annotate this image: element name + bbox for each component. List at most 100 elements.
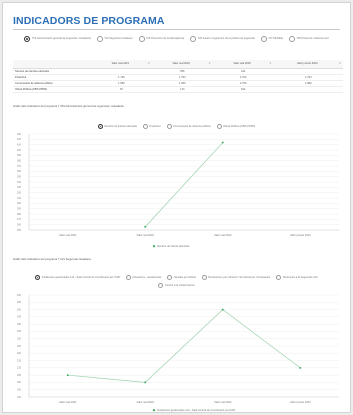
program-selector: 751 Administració general de seguretat i… <box>13 34 340 43</box>
chart1-y-tick-label: 260 <box>17 223 22 226</box>
program-radio-label: 727 Mobilitat <box>268 37 283 40</box>
table-header-cell[interactable]: Valor real 2023 ⇅ <box>212 60 274 69</box>
chart2-data-point <box>66 374 69 377</box>
program-radio-723[interactable]: 723 Seguretat ciutadana <box>96 35 133 42</box>
table-cell: 1.950 <box>151 80 213 87</box>
program-radio-726[interactable]: 726 Gestió i seguiment de la política de… <box>190 35 255 42</box>
table-cell: 414 <box>212 68 274 75</box>
table-header-row: Valor real 2021 ⇅ Valor real 2022 ⇅ Valor … <box>13 60 343 69</box>
chart2-x-tick-label: Valor real 2022 <box>137 400 155 404</box>
table-row-label: Preàmbul <box>13 74 91 81</box>
chart2-data-point <box>299 366 302 369</box>
table-row-label: Oferta Pública (OBS PPRS) <box>13 86 91 93</box>
chart1-y-tick-label: 420 <box>17 138 22 141</box>
chart1-indicator-selector: Nombre de tràmits efectuats Preàmbul Com… <box>13 122 340 130</box>
chart1-radio[interactable]: Comunicació de defensa pública <box>166 123 211 129</box>
table-cell <box>273 68 343 75</box>
radio-selected-icon <box>35 274 41 280</box>
table-row: Número de trámites efectuats 256 414 <box>13 68 343 75</box>
table-header-cell[interactable]: Valor real 2021 ⇅ <box>91 60 152 69</box>
chart2-indicator-selector: Incidències gestionades 112 - Sala Centr… <box>13 273 340 289</box>
chart2-title: Gràfic dels indicadors del programa 7 22… <box>13 257 91 261</box>
chart2-x-tick-label: Valor real 2023 <box>214 400 232 404</box>
chart1-y-tick-label: 400 <box>17 149 22 152</box>
chart1-radio[interactable]: Oferta Pública (OBS PPRS) <box>216 123 256 129</box>
charts-layer: 250 260 270 280 290 300 310 320 330 340 350 360 370 3… <box>17 133 339 412</box>
table-cell: 1.730 <box>91 74 152 81</box>
chart1-y-tick-label: 390 <box>17 154 22 157</box>
radio-icon <box>96 35 103 42</box>
title-divider <box>13 29 340 30</box>
indicators-table: Valor real 2021 ⇅ Valor real 2022 ⇅ Valor … <box>13 60 343 93</box>
chart2-radio[interactable]: Incidències gestionades 112 - Sala Centr… <box>35 274 120 280</box>
chart1-series-line <box>144 142 224 228</box>
chart1-radio-label: Oferta Pública (OBS PPRS) <box>223 124 256 128</box>
chart1-legend-label: Nombre de tràmits efectuats <box>157 244 190 248</box>
radio-icon <box>158 282 164 288</box>
table-cell: 1.764 <box>273 74 343 81</box>
chart1-radio-label: Preàmbul <box>149 124 161 128</box>
chart1-y-tick-label: 380 <box>17 159 22 162</box>
chart2-y-tick-label: 255 <box>17 301 22 304</box>
table-cell: 1.750 <box>212 80 274 87</box>
page-panel: INDICADORS DE PROGRAMA 751 Administració… <box>2 2 351 413</box>
chart2-y-tick-label: 205 <box>17 374 22 377</box>
radio-icon <box>167 274 173 280</box>
program-radio-751[interactable]: 751 Administració general de seguretat i… <box>24 35 91 42</box>
chart1-radio[interactable]: Preàmbul <box>142 123 161 129</box>
program-radio-label: 726 Gestió i seguiment de la política de… <box>197 37 255 40</box>
chart2-radio-label: Denúncies a la Seguretat (ctrl) <box>282 275 318 279</box>
chart2-x-tick-label: Valor real 2021 <box>59 400 77 404</box>
program-radio-label: 728 Protecció i defensa civil <box>296 37 329 40</box>
sort-icon: ⇅ <box>147 62 150 66</box>
table-cell: 1.980 <box>273 80 343 87</box>
sort-icon: ⇅ <box>338 62 341 66</box>
radio-icon <box>125 274 131 280</box>
chart1-radio-label: Comunicació de defensa pública <box>173 124 211 128</box>
table-cell: 174 <box>151 86 213 93</box>
chart1-y-tick-label: 330 <box>17 186 22 189</box>
chart2-radio[interactable]: Control a la Unitat Canina <box>158 282 195 288</box>
table-cell <box>91 68 152 75</box>
table-header-cell[interactable]: Valor previst 2024 ⇅ <box>273 60 343 69</box>
program-radio-728[interactable]: 728 Protecció i defensa civil <box>288 35 329 42</box>
chart2-y-tick-label: 260 <box>17 294 22 297</box>
sort-icon: ⇅ <box>208 62 211 66</box>
radio-icon <box>216 123 222 129</box>
table-cell: 97 <box>91 86 152 93</box>
chart1-y-tick-label: 270 <box>17 218 22 221</box>
chart1-y-tick-label: 340 <box>17 181 22 184</box>
chart1-legend-swatch <box>152 245 156 248</box>
radio-icon <box>260 35 267 42</box>
chart2-y-tick-label: 220 <box>17 352 22 355</box>
chart2-radio[interactable]: Resolucions per infracció / Sol·licitud … <box>201 274 270 280</box>
chart2-radio[interactable]: Actuacions - assistències <box>125 274 161 280</box>
program-radio-label: 751 Administració general de seguretat i… <box>31 37 91 40</box>
chart2-x-tick-label: Valor previst 2024 <box>290 400 311 404</box>
chart1-radio[interactable]: Nombre de tràmits efectuats <box>97 123 137 129</box>
chart2-y-tick-label: 225 <box>17 345 22 348</box>
chart2-y-tick-label: 215 <box>17 359 22 362</box>
chart2-radio[interactable]: Atestats per delicte <box>167 274 196 280</box>
program-radio-727[interactable]: 727 Mobilitat <box>260 35 283 42</box>
chart2-radio[interactable]: Denúncies a la Seguretat (ctrl) <box>276 274 318 280</box>
table-cell: 1.764 <box>212 74 274 81</box>
table-cell <box>273 86 343 93</box>
table-header-cell[interactable]: Valor real 2022 ⇅ <box>151 60 213 69</box>
chart2-data-point <box>221 308 224 311</box>
chart1-y-tick-label: 310 <box>17 197 22 200</box>
chart1-radio-label: Nombre de tràmits efectuats <box>104 124 137 128</box>
chart2-y-tick-label: 200 <box>17 381 22 384</box>
chart2-radio-label: Incidències gestionades 112 - Sala Centr… <box>41 275 120 279</box>
table-row: Comunicació de defensa pública 1.950 1.9… <box>13 80 343 87</box>
table-row-label: Comunicació de defensa pública <box>13 80 91 87</box>
table-cell: 1.950 <box>91 80 152 87</box>
table-row: Preàmbul 1.730 1.764 1.764 1.764 <box>13 74 343 81</box>
radio-icon <box>190 35 197 42</box>
chart1-y-tick-label: 350 <box>17 175 22 178</box>
chart2-series-line <box>67 309 301 383</box>
chart1-title: Gràfic dels indicadors del programa 7 45… <box>13 104 124 108</box>
radio-selected-icon <box>24 35 31 42</box>
program-radio-725[interactable]: 725 Prevenció de la delinqüència <box>138 35 184 42</box>
page-title: INDICADORS DE PROGRAMA <box>13 15 165 27</box>
